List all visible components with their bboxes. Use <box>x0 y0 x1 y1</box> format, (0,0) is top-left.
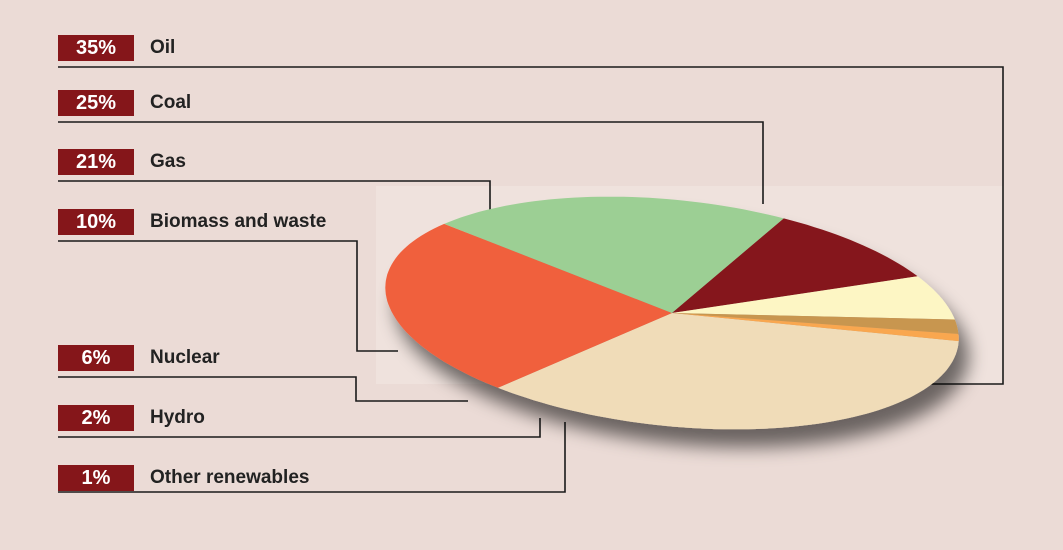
percent-label: 21% <box>58 149 134 175</box>
label-row-oil: 35% Oil <box>58 35 175 61</box>
category-label: Biomass and waste <box>150 211 327 232</box>
category-label: Coal <box>150 92 192 113</box>
leader-line-oil <box>58 66 1004 385</box>
leader-line-gas <box>58 180 491 222</box>
label-row-nuclear: 6% Nuclear <box>58 345 220 371</box>
leader-line-coal <box>58 121 764 204</box>
percent-label: 6% <box>58 345 134 371</box>
percent-label: 25% <box>58 90 134 116</box>
pie-slice-gas <box>444 196 784 313</box>
category-label: Gas <box>150 151 186 172</box>
category-label: Other renewables <box>150 467 310 488</box>
leader-line-hydro <box>58 418 541 438</box>
leader-line-nuclear <box>58 376 468 402</box>
label-row-hydro: 2% Hydro <box>58 405 205 431</box>
pie-slice-nuclear <box>672 276 955 320</box>
category-label: Oil <box>150 37 176 58</box>
leader-line-other-renewables <box>58 422 566 493</box>
pie-slice-other-renewables <box>672 313 959 342</box>
label-row-other-renewables: 1% Other renewables <box>58 465 309 491</box>
category-label: Hydro <box>150 407 205 428</box>
percent-label: 2% <box>58 405 134 431</box>
category-label: Nuclear <box>150 347 220 368</box>
pie-slice-coal <box>385 223 672 388</box>
pie-slice-biomass-and-waste <box>672 218 918 313</box>
label-row-biomass-and-waste: 10% Biomass and waste <box>58 209 326 235</box>
leader-line-biomass-and-waste <box>58 240 398 352</box>
percent-label: 1% <box>58 465 134 491</box>
label-row-gas: 21% Gas <box>58 149 186 175</box>
percent-label: 10% <box>58 209 134 235</box>
label-row-coal: 25% Coal <box>58 90 191 116</box>
percent-label: 35% <box>58 35 134 61</box>
pie-slice-oil <box>498 313 959 430</box>
